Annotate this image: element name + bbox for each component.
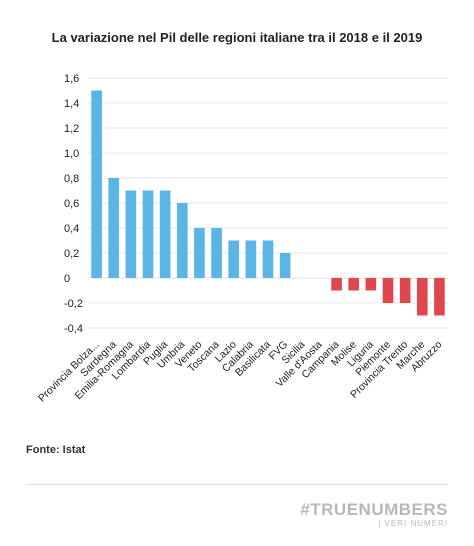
bar bbox=[279, 253, 291, 278]
bar-chart: 1,6 1,4 1,2 1,0 0,8 0,6 0,4 0,2 0 -0,2 -0,4 Provin… bbox=[36, 73, 448, 405]
bar bbox=[365, 278, 377, 291]
brand-logo: #TRUENUMBERS | VERI NUMERI bbox=[300, 500, 448, 528]
bar bbox=[245, 240, 257, 278]
bar bbox=[262, 240, 274, 278]
y-tick-label: 1,6 bbox=[64, 73, 79, 85]
bar bbox=[416, 278, 428, 316]
bar bbox=[228, 240, 240, 278]
brand-name: #TRUENUMBERS bbox=[300, 500, 448, 519]
y-tick-label: -0,2 bbox=[64, 298, 83, 310]
bar bbox=[125, 190, 137, 278]
source-note: Fonte: Istat bbox=[26, 444, 86, 456]
x-axis-labels: Provincia Bolza...SardegnaEmilia-Romagna… bbox=[36, 339, 445, 405]
bar bbox=[91, 90, 102, 278]
y-tick-label: 1,4 bbox=[64, 98, 79, 110]
bar bbox=[348, 278, 360, 291]
bar bbox=[108, 178, 120, 278]
bar bbox=[399, 278, 411, 303]
bar bbox=[176, 203, 188, 278]
bar bbox=[194, 228, 205, 278]
y-tick-label: 0 bbox=[64, 273, 70, 285]
brand-tagline: | VERI NUMERI bbox=[378, 519, 448, 528]
y-tick-label: -0,4 bbox=[64, 323, 83, 335]
y-tick-label: 1,0 bbox=[64, 148, 79, 160]
bar bbox=[211, 228, 222, 278]
y-tick-label: 1,2 bbox=[64, 123, 79, 135]
y-tick-label: 0,8 bbox=[64, 173, 79, 185]
bar bbox=[382, 278, 394, 303]
y-tick-label: 0,4 bbox=[64, 223, 79, 235]
y-axis-ticks: 1,6 1,4 1,2 1,0 0,8 0,6 0,4 0,2 0 -0,2 -0,4 bbox=[64, 73, 83, 335]
bars bbox=[91, 90, 445, 316]
chart-title: La variazione nel Pil delle regioni ital… bbox=[51, 30, 423, 45]
y-tick-label: 0,6 bbox=[64, 198, 79, 210]
gridlines bbox=[88, 77, 448, 329]
y-tick-label: 0,2 bbox=[64, 248, 79, 260]
bar bbox=[159, 190, 171, 278]
bar bbox=[142, 190, 154, 278]
bar bbox=[434, 278, 445, 316]
footer-divider bbox=[26, 484, 448, 485]
bar bbox=[331, 278, 342, 291]
